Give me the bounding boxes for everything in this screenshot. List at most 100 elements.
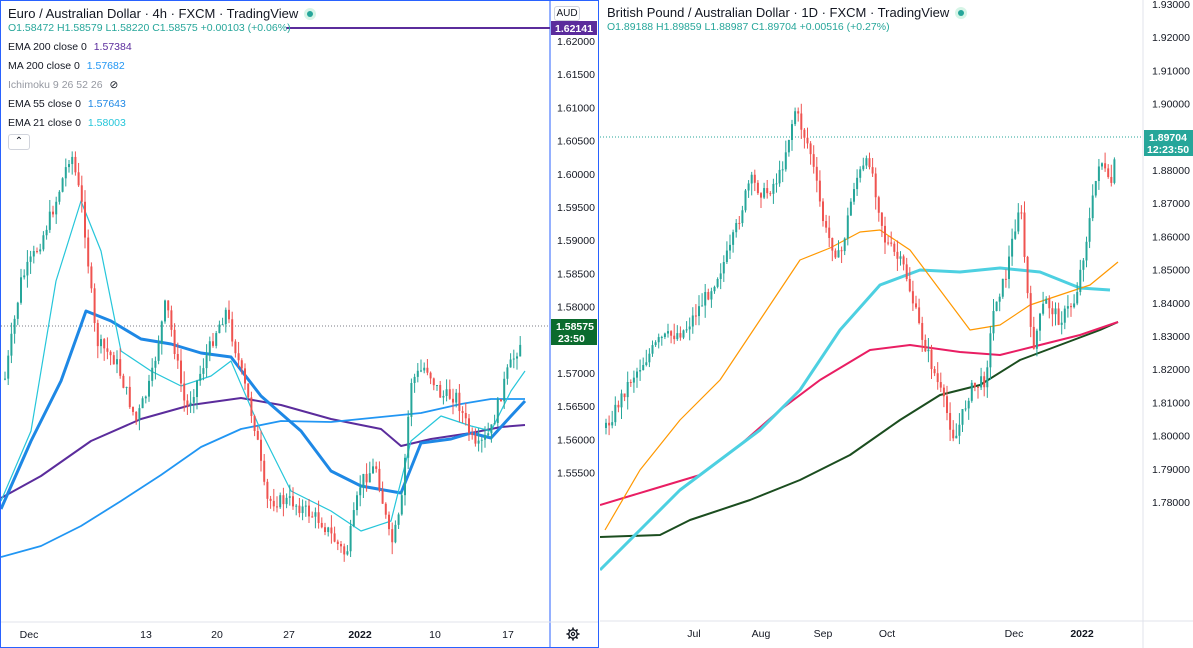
candle-body xyxy=(487,433,490,436)
candle-body xyxy=(250,397,253,416)
candle-body xyxy=(955,435,958,439)
candle-body xyxy=(212,341,214,346)
eurAud-chart-canvas[interactable]: 1.62000 1.61500 1.61000 1.60500 1.60000 1.595… xyxy=(1,1,599,648)
candle-body xyxy=(1001,278,1004,297)
candle-body xyxy=(654,342,657,346)
indicator-ema200[interactable]: EMA 200 close 0 1.57384 xyxy=(8,41,316,53)
gbpAud-chart-pane[interactable]: 1.930001.920001.910001.900001.890001.880… xyxy=(600,0,1193,648)
candle-body xyxy=(781,169,784,171)
candle-body xyxy=(327,527,330,533)
candle-body xyxy=(100,339,102,347)
candle-body xyxy=(809,143,812,155)
candle-body xyxy=(13,318,16,334)
candle-body xyxy=(899,256,902,259)
candle-body xyxy=(368,473,371,483)
candle-body xyxy=(276,506,278,508)
currency-button[interactable]: AUD xyxy=(554,6,580,21)
candle-body xyxy=(1020,212,1023,214)
candle-body xyxy=(970,382,973,401)
candle-body xyxy=(806,137,809,144)
symbol-title[interactable]: Euro / Australian Dollar · 4h · FXCM · T… xyxy=(8,6,299,21)
candle-body xyxy=(887,242,890,244)
candle-body xyxy=(676,333,679,340)
candle-body xyxy=(772,183,775,194)
candle-body xyxy=(196,380,198,398)
candle-body xyxy=(787,139,790,153)
candle-body xyxy=(871,167,874,174)
gbpAud-chart-canvas[interactable]: 1.930001.920001.910001.900001.890001.880… xyxy=(600,0,1193,648)
candle-body xyxy=(7,355,10,379)
candle-body xyxy=(1085,241,1088,261)
candle-body xyxy=(797,111,800,114)
candle-body xyxy=(288,496,291,498)
candle-body xyxy=(279,495,282,508)
candle-body xyxy=(74,156,77,173)
time-axis-label: 27 xyxy=(283,629,295,641)
candle-body xyxy=(122,375,125,388)
candle-body xyxy=(840,250,843,252)
candle-body xyxy=(231,319,234,342)
candle-body xyxy=(753,174,756,183)
candle-body xyxy=(946,396,948,414)
ema55-line xyxy=(1,309,527,510)
symbol-title[interactable]: British Pound / Australian Dollar · 1D ·… xyxy=(607,5,950,20)
eurAud-chart-pane[interactable]: 1.62000 1.61500 1.61000 1.60500 1.60000 1.595… xyxy=(0,0,599,648)
candle-body xyxy=(924,339,927,352)
price-axis-label: 1.90000 xyxy=(1152,99,1190,111)
candle-body xyxy=(471,433,474,435)
candle-body xyxy=(269,498,272,501)
price-axis-label: 1.59500 xyxy=(557,202,595,214)
candle-body xyxy=(151,367,154,381)
candle-body xyxy=(651,345,654,354)
candle-body xyxy=(10,333,13,356)
candle-body xyxy=(673,335,676,340)
candle-body xyxy=(429,372,432,379)
price-axis-label: 1.61000 xyxy=(557,102,595,114)
candle-body xyxy=(877,197,880,213)
candle-body xyxy=(908,278,911,292)
gear-icon[interactable] xyxy=(566,627,580,641)
candle-body xyxy=(884,225,886,243)
candle-body xyxy=(822,201,824,222)
indicator-ma200[interactable]: MA 200 close 0 1.57682 xyxy=(8,60,316,72)
price-axis-label: 1.59000 xyxy=(557,235,595,247)
candle-body xyxy=(812,154,815,167)
candle-body xyxy=(1063,308,1066,323)
candle-body xyxy=(55,201,58,215)
candle-body xyxy=(611,422,614,426)
horizontal-line-price-tag xyxy=(551,21,597,35)
candle-body xyxy=(282,495,285,505)
candle-body xyxy=(71,156,74,165)
candle-body xyxy=(837,250,840,258)
candle-body xyxy=(859,169,862,178)
candle-body xyxy=(939,382,942,388)
candle-body xyxy=(80,185,83,202)
candle-body xyxy=(410,383,413,417)
eye-hidden-icon[interactable]: ⊘ xyxy=(109,79,119,91)
time-axis-label: 2022 xyxy=(1070,628,1094,640)
ema50-line xyxy=(600,266,1111,572)
candle-body xyxy=(620,393,623,408)
price-axis-label: 1.79000 xyxy=(1152,464,1190,476)
indicator-ema21[interactable]: EMA 21 close 0 1.58003 xyxy=(8,117,316,129)
candle-body xyxy=(657,337,660,343)
candle-body xyxy=(880,212,883,226)
indicator-ichimoku[interactable]: Ichimoku 9 26 52 26 ⊘ xyxy=(8,79,316,91)
collapse-legend-button[interactable]: ⌃ xyxy=(8,134,30,150)
candle-body xyxy=(1029,293,1032,327)
candle-body xyxy=(106,348,109,352)
candle-body xyxy=(116,359,118,365)
candle-body xyxy=(995,301,998,311)
candle-body xyxy=(103,339,106,349)
candle-body xyxy=(234,341,237,354)
candle-body xyxy=(747,183,750,191)
candle-body xyxy=(679,333,682,338)
indicator-ema55[interactable]: EMA 55 close 0 1.57643 xyxy=(8,98,316,110)
time-axis-label: Oct xyxy=(879,628,895,640)
time-axis-label: 2022 xyxy=(348,629,372,641)
candle-body xyxy=(949,413,952,430)
candle-body xyxy=(983,376,986,388)
candle-body xyxy=(39,249,42,252)
candle-body xyxy=(915,303,917,308)
candle-body xyxy=(930,349,933,370)
